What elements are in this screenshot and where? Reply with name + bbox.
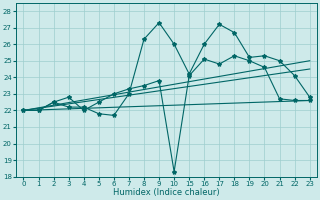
X-axis label: Humidex (Indice chaleur): Humidex (Indice chaleur) [113,188,220,197]
